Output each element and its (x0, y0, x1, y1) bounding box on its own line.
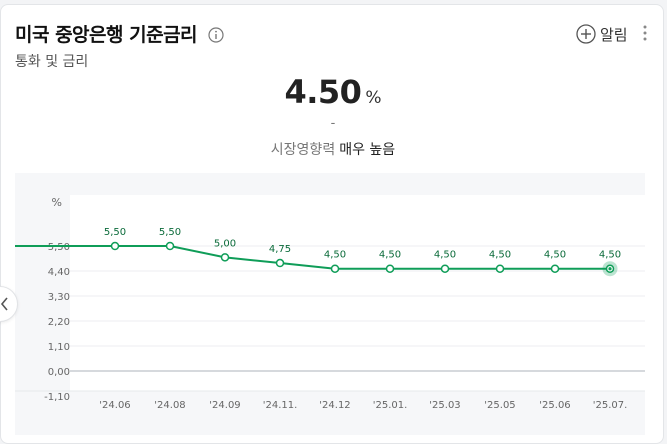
data-point (110, 241, 120, 251)
x-tick-label: '24.06 (99, 400, 130, 411)
more-vertical-icon[interactable] (642, 24, 648, 42)
current-rate-value: 4.50 (284, 73, 362, 111)
alarm-button[interactable]: 알림 (576, 23, 628, 45)
y-tick-label: -1,10 (44, 392, 70, 403)
y-tick-label: 3,30 (48, 292, 70, 303)
x-tick-label: '24.09 (209, 400, 240, 411)
plus-circle-icon (576, 24, 596, 44)
info-icon[interactable] (208, 27, 224, 43)
latest-point-core (608, 267, 612, 271)
y-tick-label: 0,00 (48, 367, 70, 378)
data-point (220, 253, 230, 262)
x-tick-label: '25.05 (484, 400, 515, 411)
y-tick-label: 2,20 (48, 317, 70, 328)
x-tick-label: '24.11. (263, 400, 298, 411)
data-label: 4,50 (489, 250, 511, 261)
market-impact: 시장영향력 매우 높음 (1, 139, 663, 159)
data-label: 4,50 (379, 250, 401, 261)
data-point (330, 264, 340, 273)
data-label: 4,50 (324, 250, 346, 261)
rate-change: - (330, 116, 336, 131)
chart-area: % 5,50 4,40 3,30 2,20 1,10 0,00 -1,10 5,50 '24.06… (15, 173, 645, 435)
data-label: 4,50 (544, 250, 566, 261)
x-tick-label: '25.03 (429, 400, 460, 411)
series-line (115, 245, 610, 270)
plot-background (70, 195, 645, 391)
y-axis-label: % (52, 196, 62, 209)
current-rate-unit: % (365, 88, 382, 108)
x-tick-label: '25.06 (539, 400, 570, 411)
x-tick-label: '24.12 (319, 400, 350, 411)
data-point (550, 264, 560, 273)
rate-card: 미국 중앙은행 기준금리 통화 및 금리 알림 4.50% - 시장영향력 매우 … (0, 4, 664, 444)
data-label: 5,50 (159, 227, 181, 238)
y-tick-label: 4,40 (48, 267, 70, 278)
data-point (385, 264, 395, 273)
y-tick-label: 1,10 (48, 342, 70, 353)
data-label: 5,00 (214, 238, 236, 249)
current-rate: 4.50% (1, 73, 663, 111)
data-point (165, 241, 175, 251)
data-label: 4,50 (434, 250, 456, 261)
category-label: 통화 및 금리 (15, 54, 89, 70)
x-tick-label: '25.07. (593, 400, 628, 411)
data-point (495, 264, 505, 273)
data-label: 4,75 (269, 244, 291, 255)
page-title: 미국 중앙은행 기준금리 (15, 24, 198, 46)
y-tick-label: 5,50 (48, 242, 70, 253)
rate-line-chart: % 5,50 4,40 3,30 2,20 1,10 0,00 -1,10 5,50 '24.06… (15, 195, 645, 411)
alarm-label: 알림 (600, 25, 628, 44)
market-impact-value: 매우 높음 (339, 142, 396, 158)
x-tick-label: '25.01. (373, 400, 408, 411)
data-label: 5,50 (104, 227, 126, 238)
data-point (275, 258, 285, 268)
data-point (440, 264, 450, 273)
chevron-left-icon (0, 297, 8, 311)
x-tick-label: '24.08 (154, 400, 185, 411)
market-impact-label: 시장영향력 (270, 142, 336, 158)
data-label: 4,50 (599, 250, 621, 261)
